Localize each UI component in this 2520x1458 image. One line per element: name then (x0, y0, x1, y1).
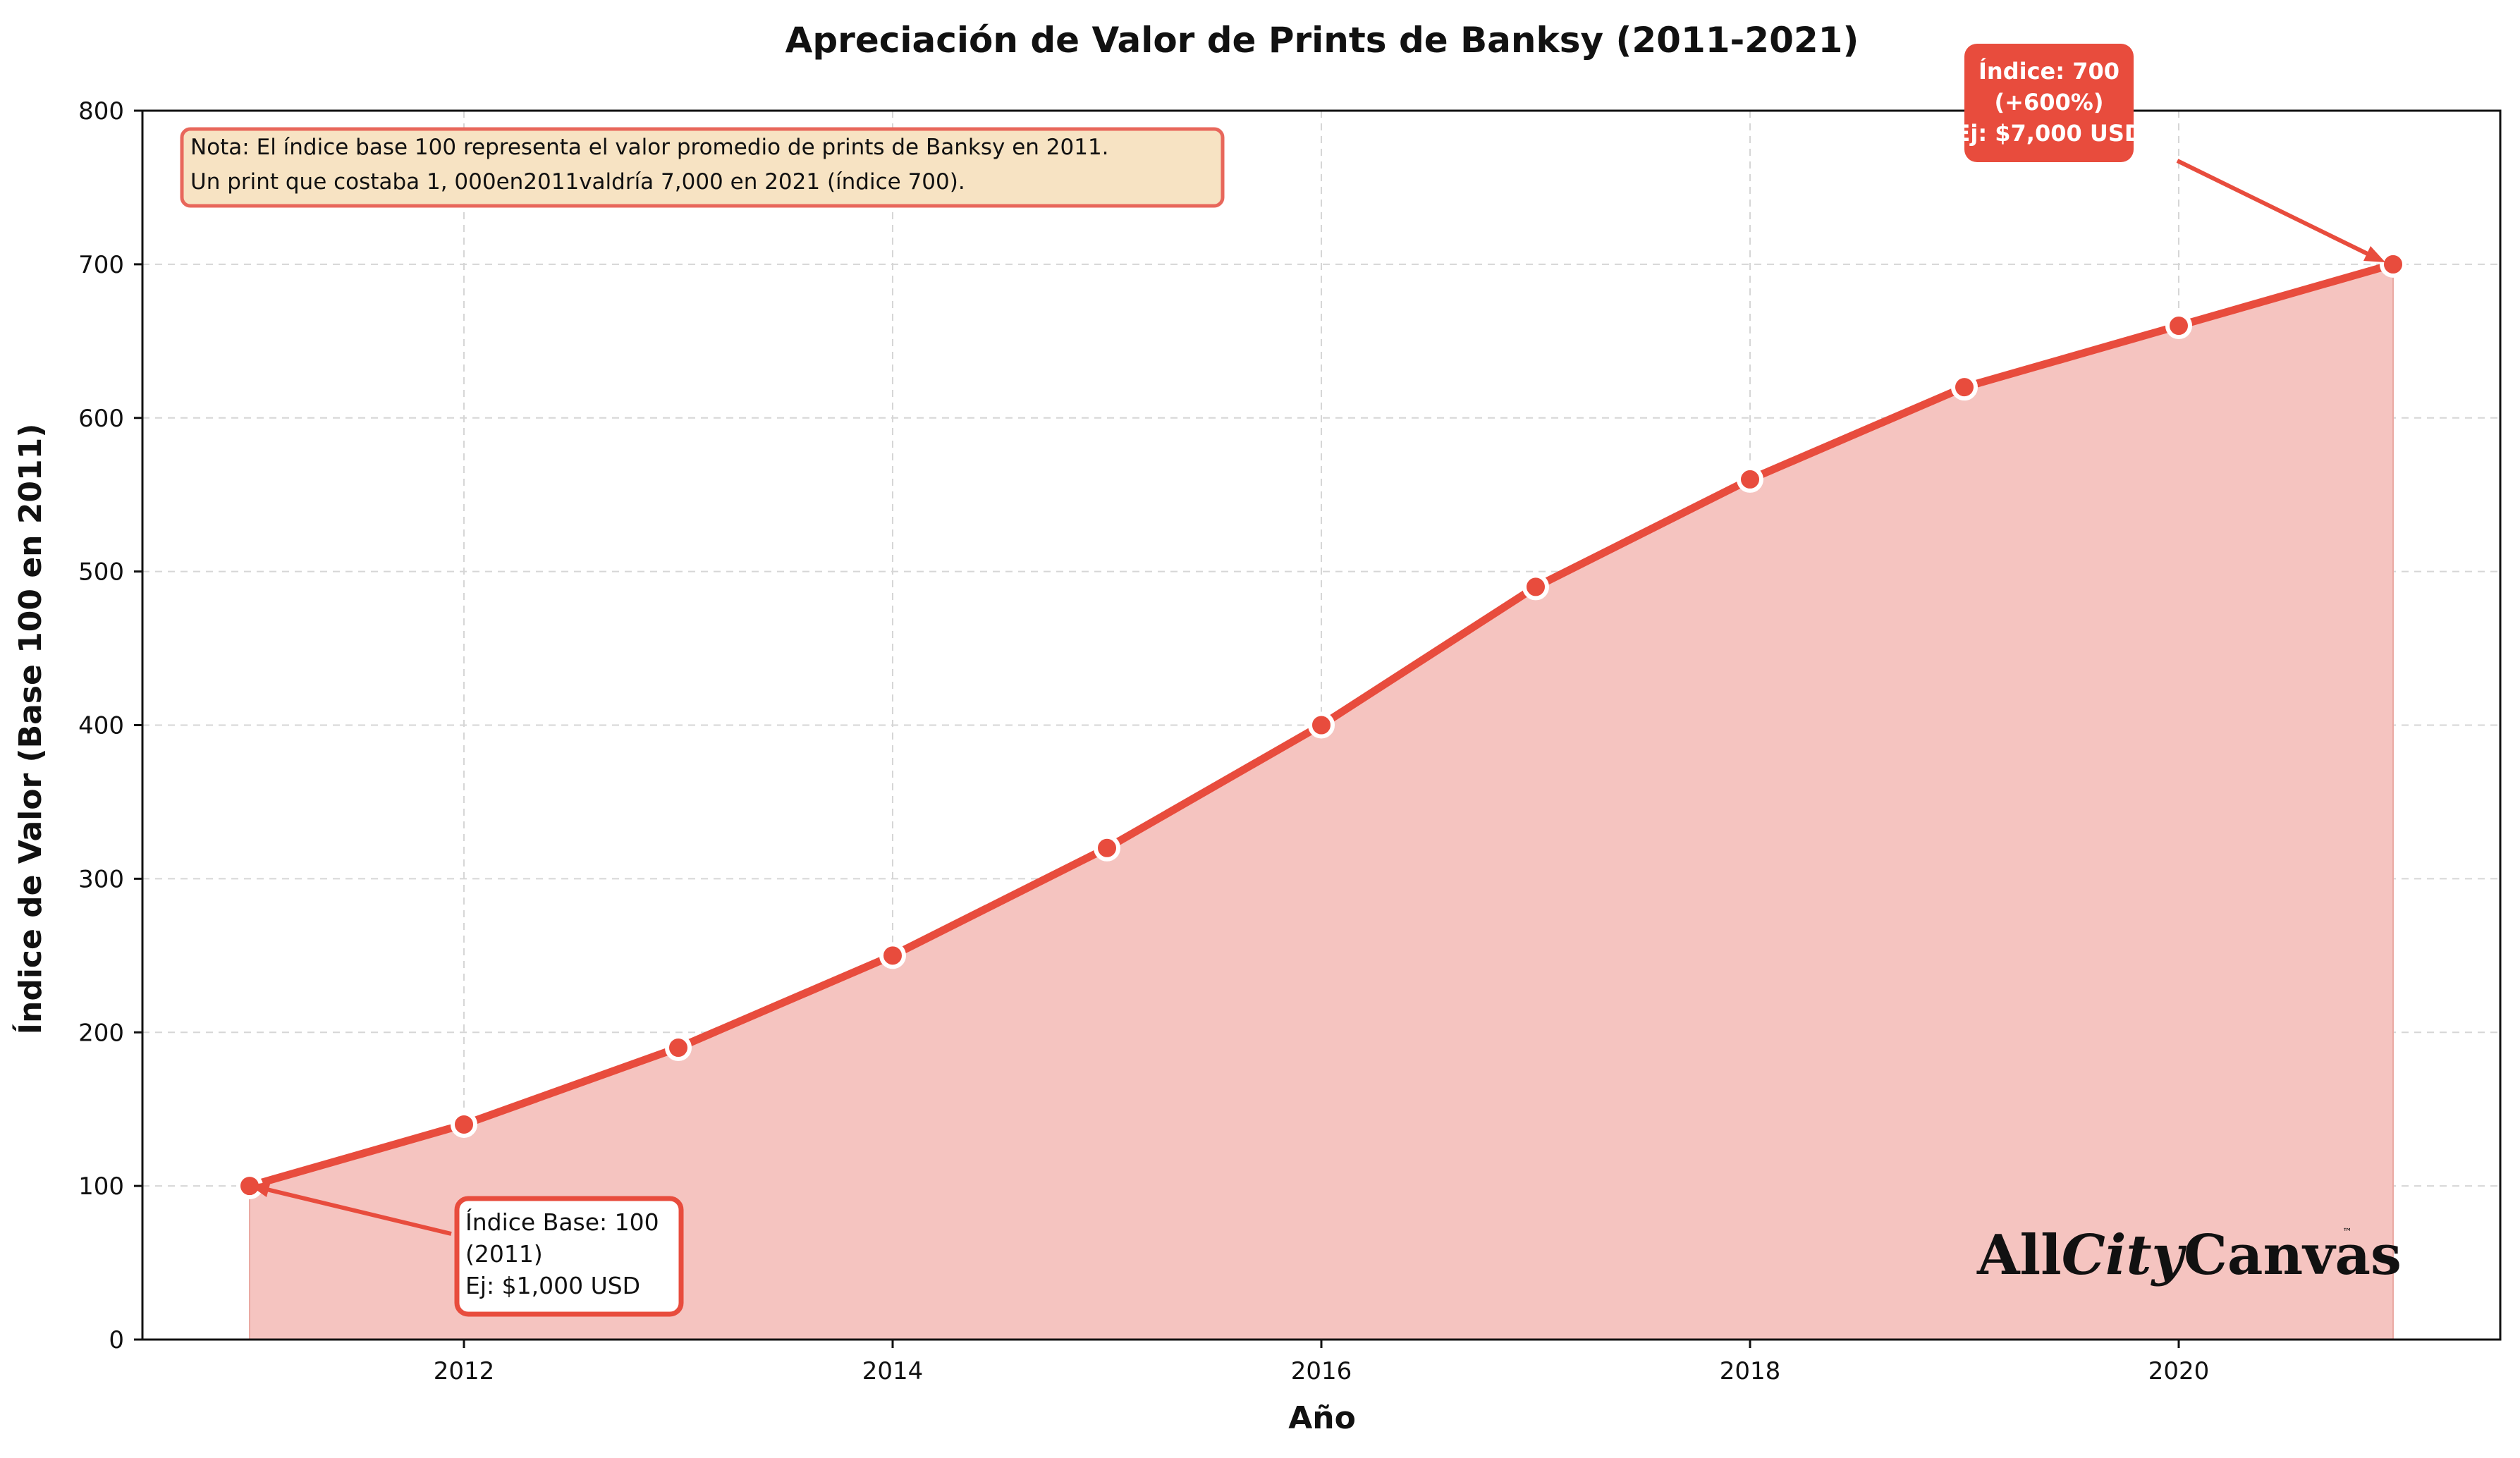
note-line-2: Un print que costaba 1, 000en2011valdría… (190, 169, 965, 195)
base-line-2: (2011) (465, 1240, 543, 1268)
end-line-1: Índice: 700 (1978, 58, 2120, 85)
allcitycanvas-logo: AllCityCanvas ™ (1976, 1223, 2402, 1287)
base-line-1: Índice Base: 100 (465, 1208, 659, 1236)
y-tick-label: 0 (109, 1326, 124, 1354)
y-tick-label: 500 (78, 558, 124, 587)
y-tick-label: 800 (78, 97, 124, 125)
logo-trademark: ™ (2342, 1227, 2352, 1238)
x-axis-label: Año (1288, 1400, 1356, 1436)
data-point-2014 (879, 942, 906, 969)
x-tick-label: 2018 (1720, 1357, 1781, 1385)
data-point-2017 (1522, 573, 1549, 601)
x-tick-label: 2020 (2148, 1357, 2210, 1385)
data-point-2016 (1308, 711, 1335, 739)
y-tick-label: 600 (78, 405, 124, 433)
data-points (236, 250, 2406, 1200)
data-point-2015 (1094, 834, 1120, 862)
x-tick-label: 2016 (1291, 1357, 1352, 1385)
data-point-2012 (451, 1110, 477, 1138)
base-arrow-head (250, 1182, 271, 1197)
end-annotation: Índice: 700 (+600%) Ej: $7,000 USD (1955, 44, 2385, 262)
data-point-2020 (2165, 312, 2192, 340)
y-tick-label: 200 (78, 1019, 124, 1047)
end-line-3: Ej: $7,000 USD (1955, 120, 2143, 147)
x-axis-ticks: 2012 2014 2016 2018 2020 (434, 1340, 2210, 1385)
note-annotation: Nota: El índice base 100 representa el v… (180, 127, 1225, 208)
end-line-2: (+600%) (1995, 89, 2104, 116)
note-line-1: Nota: El índice base 100 representa el v… (190, 135, 1109, 160)
x-tick-label: 2014 (862, 1357, 924, 1385)
y-axis-ticks: 0 100 200 300 400 500 600 700 800 (78, 97, 142, 1354)
end-arrow-head (2363, 246, 2385, 262)
x-tick-label: 2012 (434, 1357, 495, 1385)
base-arrow (257, 1185, 452, 1236)
base-annotation: Índice Base: 100 (2011) Ej: $1,000 USD (250, 1182, 684, 1317)
data-point-2018 (1737, 465, 1763, 493)
area-fill (249, 263, 2394, 1340)
y-axis-label: Índice de Valor (Base 100 en 2011) (11, 424, 49, 1035)
y-tick-label: 100 (78, 1172, 124, 1201)
y-tick-label: 400 (78, 712, 124, 740)
data-point-2013 (665, 1034, 692, 1062)
base-line-3: Ej: $1,000 USD (465, 1272, 640, 1299)
chart-title: Apreciación de Valor de Prints de Banksy… (785, 20, 1859, 61)
logo-wordmark: AllCityCanvas (1976, 1223, 2402, 1287)
data-point-2019 (1951, 374, 1978, 401)
data-point-2021 (2380, 250, 2406, 278)
y-tick-label: 700 (78, 251, 124, 279)
end-arrow (2176, 159, 2378, 260)
area-polygon (249, 263, 2394, 1340)
y-tick-label: 300 (78, 865, 124, 893)
